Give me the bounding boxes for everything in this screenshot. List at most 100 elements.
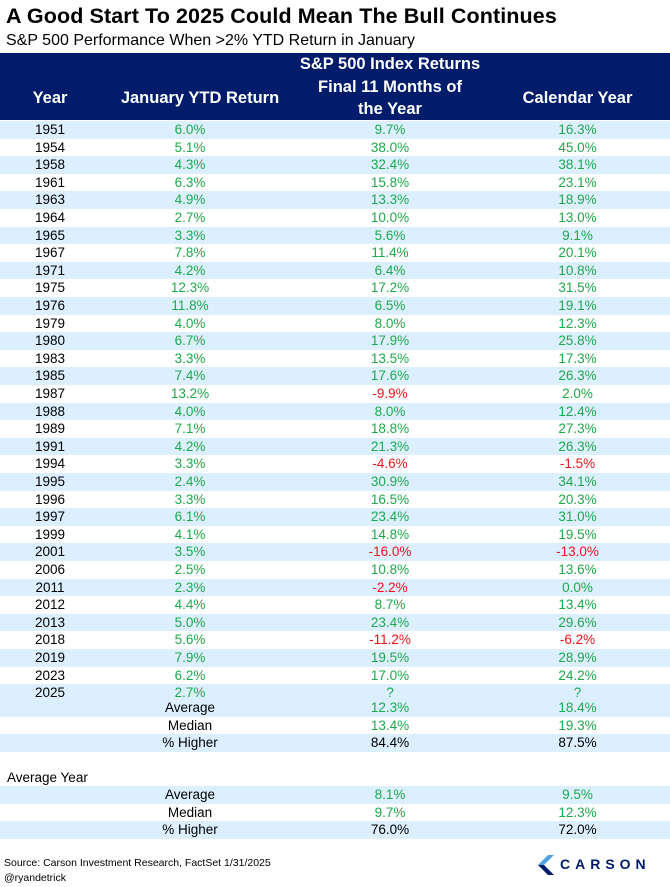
- summary-calendar: 72.0%: [558, 822, 597, 838]
- carson-logo-icon: [538, 855, 554, 875]
- cell-final: 19.5%: [370, 650, 410, 665]
- carson-brand-text: CARSON: [560, 856, 651, 872]
- table-row: 1991 4.2% 21.3% 26.3%: [0, 437, 670, 456]
- cell-year: 1951: [34, 122, 66, 137]
- cell-january: 5.6%: [174, 632, 206, 648]
- cell-year: 1999: [34, 526, 66, 542]
- table-row: 1995 2.4% 30.9% 34.1%: [0, 473, 670, 491]
- cell-january: 6.7%: [174, 333, 206, 349]
- cell-calendar: 0.0%: [562, 579, 593, 595]
- cell-final: 9.7%: [374, 122, 406, 137]
- cell-final: 23.4%: [370, 614, 410, 630]
- cell-january: 12.3%: [170, 280, 210, 296]
- cell-final: 5.6%: [374, 227, 406, 243]
- summary-row: Median 9.7% 12.3%: [0, 804, 670, 822]
- cell-final: -4.6%: [372, 456, 408, 472]
- cell-final: 8.0%: [374, 315, 406, 331]
- cell-january: 2.4%: [174, 474, 206, 489]
- header-final-line1: Final 11 Months of: [318, 78, 462, 96]
- cell-calendar: -6.2%: [559, 632, 596, 648]
- table-row: 1954 5.1% 38.0% 45.0%: [0, 139, 670, 157]
- cell-final: 11.4%: [371, 245, 409, 261]
- cell-january: 2.7%: [174, 685, 206, 701]
- table-row: 1997 6.1% 23.4% 31.0%: [0, 508, 670, 526]
- table-row: 1987 13.2% -9.9% 2.0%: [0, 385, 670, 403]
- cell-calendar: 23.1%: [558, 174, 597, 190]
- cell-year: 2012: [34, 597, 66, 613]
- cell-year: 1997: [34, 509, 66, 525]
- table-row: 1989 7.1% 18.8% 27.3%: [0, 420, 670, 438]
- cell-year: 1979: [34, 315, 66, 331]
- table-row: 1963 4.9% 13.3% 18.9%: [0, 191, 670, 209]
- table-row: 2011 2.3% -2.2% 0.0%: [0, 578, 670, 597]
- cell-final: 10.8%: [370, 562, 410, 577]
- table-row: 1985 7.4% 17.6% 26.3%: [0, 367, 670, 385]
- cell-final: 17.6%: [370, 368, 410, 384]
- cell-january: 7.8%: [174, 245, 206, 261]
- table-row: 1958 4.3% 32.4% 38.1%: [0, 156, 670, 174]
- summary-final: 8.1%: [374, 787, 406, 802]
- table-row: 1979 4.0% 8.0% 12.3%: [0, 315, 670, 333]
- cell-year: 1987: [34, 386, 66, 401]
- chart-subtitle: S&P 500 Performance When >2% YTD Return …: [6, 32, 415, 49]
- cell-year: 1996: [34, 491, 66, 507]
- cell-calendar: 13.4%: [558, 597, 597, 613]
- cell-final: 17.2%: [370, 280, 410, 296]
- cell-year: 1964: [34, 210, 66, 225]
- summary-label: Average: [164, 787, 216, 802]
- cell-final: 6.5%: [374, 298, 406, 313]
- cell-final: 15.8%: [370, 174, 410, 190]
- cell-calendar: 29.6%: [558, 614, 597, 630]
- cell-final: 23.4%: [370, 509, 410, 525]
- cell-january: 6.0%: [174, 122, 206, 137]
- summary-row: % Higher 84.4% 87.5%: [0, 734, 670, 752]
- cell-calendar: -1.5%: [559, 456, 596, 472]
- cell-january: 4.4%: [174, 597, 206, 613]
- cell-calendar: 19.1%: [558, 298, 597, 313]
- table-row: 2006 2.5% 10.8% 13.6%: [0, 561, 670, 579]
- cell-final: 16.5%: [370, 491, 410, 507]
- header-year: Year: [32, 89, 68, 107]
- cell-calendar: 17.3%: [558, 350, 597, 366]
- cell-january: 5.1%: [174, 139, 206, 155]
- cell-calendar: 2.0%: [562, 386, 593, 401]
- cell-calendar: 12.3%: [558, 315, 597, 331]
- cell-calendar: -13.0%: [556, 544, 599, 560]
- cell-year: 2023: [34, 667, 66, 683]
- cell-january: 4.2%: [174, 262, 206, 278]
- cell-january: 7.1%: [174, 421, 206, 437]
- cell-calendar: 31.5%: [558, 280, 597, 296]
- cell-final: 18.8%: [370, 421, 410, 437]
- cell-calendar: 34.1%: [558, 474, 597, 489]
- header-final-line2: the Year: [358, 100, 422, 118]
- cell-january: 6.1%: [174, 509, 206, 525]
- cell-year: 2013: [34, 614, 66, 630]
- cell-year: 1963: [34, 192, 66, 208]
- cell-january: 2.3%: [174, 579, 206, 595]
- cell-final: 21.3%: [370, 438, 410, 454]
- cell-final: -9.9%: [372, 386, 408, 401]
- cell-year: 1991: [34, 438, 66, 454]
- cell-january: 4.1%: [174, 526, 206, 542]
- table-row: 2012 4.4% 8.7% 13.4%: [0, 596, 670, 614]
- cell-january: 7.9%: [174, 650, 206, 665]
- cell-final: 17.9%: [370, 333, 410, 349]
- summary-final: 84.4%: [370, 735, 410, 751]
- cell-january: 4.9%: [174, 192, 206, 208]
- cell-year: 1961: [34, 174, 66, 190]
- cell-final: ?: [386, 685, 394, 701]
- table-row: 2025 2.7%??: [0, 684, 670, 702]
- header-group-label: S&P 500 Index Returns: [299, 55, 481, 73]
- cell-final: 8.0%: [374, 403, 406, 419]
- cell-calendar: 10.8%: [558, 262, 597, 278]
- cell-calendar: ?: [573, 685, 582, 701]
- table-row: 1951 6.0% 9.7% 16.3%: [0, 121, 670, 139]
- cell-january: 11.8%: [171, 298, 209, 313]
- table-row: 2023 6.2% 17.0% 24.2%: [0, 667, 670, 685]
- cell-year: 1958: [34, 157, 66, 173]
- average-year-label: Average Year: [7, 770, 88, 785]
- cell-final: 17.0%: [370, 667, 410, 683]
- table-row: 1961 6.3% 15.8% 23.1%: [0, 174, 670, 192]
- cell-calendar: 18.9%: [558, 192, 597, 208]
- summary-final: 13.4%: [370, 717, 410, 733]
